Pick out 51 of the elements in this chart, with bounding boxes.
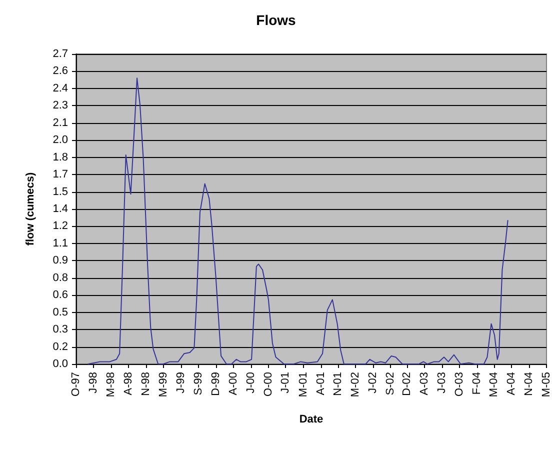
x-tick-label: A-98 — [122, 372, 134, 396]
x-tick-label: A-04 — [506, 372, 518, 396]
x-tick-label: M-99 — [158, 372, 170, 398]
x-tick-label: A-01 — [314, 372, 327, 396]
y-tick-label: 0.5 — [52, 306, 68, 318]
x-tick-label: A-03 — [418, 372, 430, 396]
y-tick-label: 0.2 — [52, 340, 68, 353]
y-tick-label: 1.1 — [52, 237, 68, 250]
y-tick-label: 1.5 — [52, 186, 68, 198]
x-tick-label: S-02 — [384, 372, 396, 396]
x-tick-label: J-01 — [279, 372, 292, 394]
chart-title: Flows — [256, 12, 296, 28]
line-series — [88, 78, 508, 364]
x-tick-label: J-99 — [174, 372, 187, 394]
y-tick-label: 0.3 — [52, 324, 68, 336]
y-tick-label: 2.0 — [52, 134, 68, 146]
y-axis-title: flow (cumecs) — [24, 172, 36, 246]
y-tick-label: 1.2 — [52, 220, 68, 232]
x-tick-label: S-99 — [192, 372, 204, 396]
x-tick-label: J-02 — [367, 372, 380, 394]
x-tick-label: A-00 — [227, 372, 240, 396]
y-tick-label: 2.4 — [52, 82, 68, 94]
x-tick-label: J-98 — [87, 372, 100, 394]
x-tick-label: N-01 — [332, 372, 344, 396]
x-tick-label: N-98 — [140, 372, 152, 396]
y-tick-label: 2.7 — [52, 48, 68, 60]
x-tick-label: M-01 — [297, 372, 310, 398]
x-tick-label: M-04 — [488, 372, 500, 398]
y-tick-label: 1.8 — [52, 151, 68, 164]
x-tick-label: N-04 — [523, 372, 536, 396]
y-tick-label: 0.6 — [52, 289, 68, 302]
x-tick-label: D-99 — [210, 372, 222, 396]
x-tick-label: O-97 — [70, 372, 82, 396]
x-tick-label: D-02 — [401, 372, 414, 396]
x-tick-label: J-00 — [244, 372, 257, 394]
y-tick-label: 2.3 — [52, 100, 68, 112]
x-axis-title: Date — [299, 414, 324, 426]
x-tick-label: O-03 — [453, 372, 466, 396]
y-tick-label: 1.7 — [52, 168, 68, 181]
x-tick-label: M-05 — [540, 372, 552, 398]
y-tick-label: 0.0 — [52, 358, 68, 370]
y-tick-label: 2.6 — [52, 65, 68, 78]
x-tick-label: M-98 — [105, 372, 118, 398]
x-tick-label: F-04 — [470, 372, 483, 395]
x-tick-label: O-00 — [262, 372, 274, 396]
y-tick-label: 0.9 — [52, 254, 68, 267]
y-tick-label: 1.4 — [52, 203, 68, 215]
x-tick-label: J-03 — [436, 372, 448, 394]
y-tick-label: 0.8 — [52, 272, 68, 284]
x-tick-label: M-02 — [350, 372, 362, 398]
y-tick-label: 2.1 — [52, 116, 68, 129]
